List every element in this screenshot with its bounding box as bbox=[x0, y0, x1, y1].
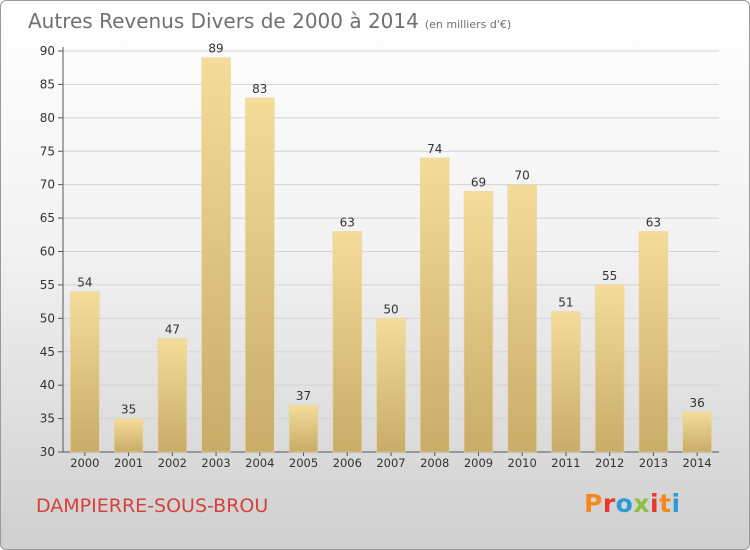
bar bbox=[288, 404, 319, 453]
bar bbox=[420, 157, 450, 453]
bar bbox=[332, 231, 362, 453]
x-tick-label: 2005 bbox=[289, 456, 318, 470]
bar-value-label: 35 bbox=[121, 403, 136, 417]
bar bbox=[157, 338, 188, 453]
bar bbox=[113, 418, 144, 453]
y-tick-label: 60 bbox=[40, 245, 55, 259]
bar-value-label: 69 bbox=[471, 175, 486, 189]
bar-value-label: 55 bbox=[602, 269, 617, 283]
bar bbox=[638, 231, 669, 453]
x-tick-label: 2010 bbox=[508, 456, 537, 470]
x-tick-label: 2011 bbox=[551, 456, 580, 470]
bar-value-label: 74 bbox=[427, 142, 442, 156]
bar bbox=[682, 411, 712, 453]
bar-value-label: 51 bbox=[558, 296, 573, 310]
bar bbox=[245, 97, 275, 453]
bar-value-label: 54 bbox=[77, 276, 92, 290]
bar-value-label: 50 bbox=[383, 302, 398, 316]
commune-name: DAMPIERRE-SOUS-BROU bbox=[36, 495, 269, 517]
bar-value-label: 70 bbox=[515, 169, 530, 183]
bar-value-label: 36 bbox=[689, 396, 704, 410]
bar-value-label: 83 bbox=[252, 82, 267, 96]
bar bbox=[70, 291, 100, 453]
y-tick-label: 80 bbox=[40, 111, 55, 125]
y-tick-label: 50 bbox=[40, 311, 55, 325]
x-tick-label: 2013 bbox=[639, 456, 668, 470]
proxiti-logo[interactable]: Proxiti bbox=[584, 489, 681, 518]
logo-letter: o bbox=[615, 489, 634, 518]
x-tick-label: 2008 bbox=[420, 456, 449, 470]
chart-title-text: Autres Revenus Divers de 2000 à 2014 bbox=[28, 9, 419, 33]
logo-letter: t bbox=[659, 489, 672, 518]
x-tick-label: 2001 bbox=[114, 456, 143, 470]
bar-value-label: 63 bbox=[340, 215, 355, 229]
bar bbox=[551, 311, 581, 453]
y-tick-label: 65 bbox=[40, 211, 55, 225]
y-tick-label: 30 bbox=[40, 445, 55, 459]
bar bbox=[376, 318, 406, 453]
bar bbox=[201, 57, 231, 453]
y-tick-label: 90 bbox=[40, 44, 55, 58]
chart-unit: (en milliers d'€) bbox=[424, 18, 512, 31]
bar bbox=[507, 184, 537, 453]
bar-value-label: 37 bbox=[296, 389, 311, 403]
y-tick-label: 35 bbox=[40, 412, 55, 426]
x-tick-label: 2012 bbox=[595, 456, 624, 470]
bar-value-label: 89 bbox=[208, 42, 223, 56]
x-tick-label: 2002 bbox=[158, 456, 187, 470]
x-tick-label: 2014 bbox=[682, 456, 711, 470]
y-tick-label: 40 bbox=[40, 378, 55, 392]
y-tick-label: 85 bbox=[40, 77, 55, 91]
y-tick-label: 55 bbox=[40, 278, 55, 292]
x-tick-label: 2006 bbox=[333, 456, 362, 470]
logo-letter: r bbox=[602, 489, 616, 518]
y-tick-label: 75 bbox=[40, 144, 55, 158]
bar-value-label: 63 bbox=[646, 215, 661, 229]
logo-letter: i bbox=[671, 489, 681, 518]
y-tick-label: 70 bbox=[40, 178, 55, 192]
x-tick-label: 2003 bbox=[201, 456, 230, 470]
chart-title: Autres Revenus Divers de 2000 à 2014 (en … bbox=[28, 9, 511, 33]
x-tick-label: 2009 bbox=[464, 456, 493, 470]
bar-value-label: 47 bbox=[165, 322, 180, 336]
bars bbox=[70, 57, 712, 453]
logo-letter: i bbox=[650, 489, 660, 518]
x-tick-label: 2004 bbox=[245, 456, 274, 470]
logo-letter: P bbox=[584, 489, 603, 518]
logo-letter: x bbox=[633, 489, 650, 518]
labels: 54 2000 35 2001 47 2002 89 2003 83 2004 37 2005 63 20… bbox=[70, 42, 712, 470]
bar bbox=[594, 284, 625, 453]
bar bbox=[463, 191, 494, 453]
x-tick-label: 2000 bbox=[70, 456, 99, 470]
x-tick-label: 2007 bbox=[376, 456, 405, 470]
y-tick-label: 45 bbox=[40, 345, 55, 359]
